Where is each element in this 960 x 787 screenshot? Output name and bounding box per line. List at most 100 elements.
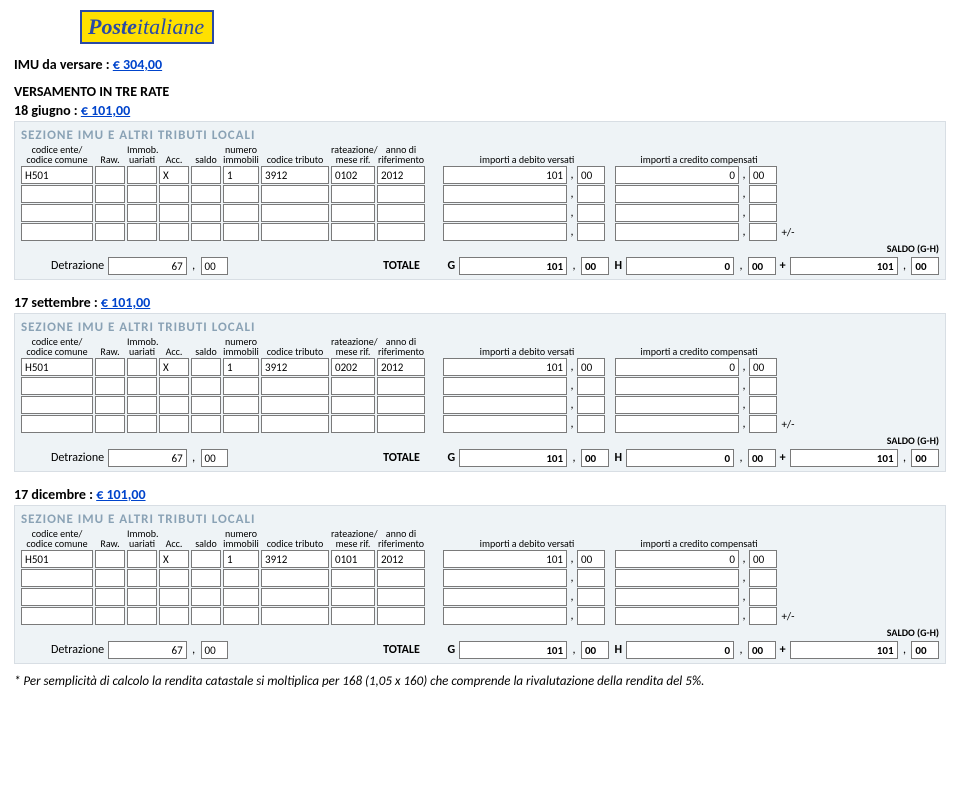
cell xyxy=(127,166,157,184)
cell xyxy=(749,396,777,414)
cell: 0 xyxy=(615,358,739,376)
cell xyxy=(191,607,221,625)
cell xyxy=(261,415,329,433)
cell xyxy=(615,377,739,395)
cell xyxy=(127,223,157,241)
cell xyxy=(377,185,425,203)
cell xyxy=(191,377,221,395)
cell: X xyxy=(159,358,189,376)
table-row: ,, xyxy=(21,396,939,414)
cell xyxy=(261,377,329,395)
cell xyxy=(443,607,567,625)
cell xyxy=(443,588,567,606)
date-line: 18 giugno : € 101,00 xyxy=(14,102,946,119)
tax-section: SEZIONE IMU E ALTRI TRIBUTI LOCALIcodice… xyxy=(14,313,946,472)
cell xyxy=(615,223,739,241)
section-title: SEZIONE IMU E ALTRI TRIBUTI LOCALI xyxy=(21,318,939,337)
totals-row: Detrazione67,00TOTALEG101,00H0,00+101,00 xyxy=(21,449,939,467)
cell xyxy=(261,185,329,203)
cell xyxy=(223,607,259,625)
cell: 00 xyxy=(749,166,777,184)
cell: H501 xyxy=(21,358,93,376)
cell xyxy=(223,377,259,395)
logo: Posteitaliane xyxy=(80,10,214,44)
cell xyxy=(95,223,125,241)
cell xyxy=(21,607,93,625)
column-headers: codice ente/ codice comuneRaw.Immob. uar… xyxy=(21,337,939,357)
cell: 2012 xyxy=(377,166,425,184)
cell xyxy=(615,607,739,625)
cell xyxy=(127,588,157,606)
cell xyxy=(443,185,567,203)
cell xyxy=(127,377,157,395)
cell: 0202 xyxy=(331,358,375,376)
cell xyxy=(261,569,329,587)
cell xyxy=(443,415,567,433)
cell xyxy=(261,223,329,241)
date-line: 17 settembre : € 101,00 xyxy=(14,294,946,311)
cell xyxy=(577,569,605,587)
cell xyxy=(749,223,777,241)
table-row: ,, xyxy=(21,588,939,606)
table-row: ,, xyxy=(21,569,939,587)
cell xyxy=(377,396,425,414)
cell: 1 xyxy=(223,358,259,376)
cell xyxy=(191,223,221,241)
cell: X xyxy=(159,166,189,184)
cell xyxy=(21,396,93,414)
cell: X xyxy=(159,550,189,568)
cell xyxy=(159,396,189,414)
cell: 0102 xyxy=(331,166,375,184)
table-row: H501X1391202022012101,000,00 xyxy=(21,358,939,376)
cell: 0 xyxy=(615,166,739,184)
table-row: ,,+/- xyxy=(21,607,939,625)
cell xyxy=(95,550,125,568)
cell: 3912 xyxy=(261,166,329,184)
saldo-label: SALDO (G-H) xyxy=(887,242,939,255)
cell xyxy=(223,569,259,587)
cell xyxy=(615,569,739,587)
cell xyxy=(577,396,605,414)
cell xyxy=(95,607,125,625)
cell xyxy=(749,415,777,433)
cell xyxy=(127,185,157,203)
cell xyxy=(95,396,125,414)
tax-section: SEZIONE IMU E ALTRI TRIBUTI LOCALIcodice… xyxy=(14,121,946,280)
cell xyxy=(615,415,739,433)
cell xyxy=(191,396,221,414)
cell xyxy=(127,607,157,625)
cell xyxy=(261,204,329,222)
cell: 3912 xyxy=(261,358,329,376)
cell xyxy=(159,415,189,433)
cell xyxy=(159,223,189,241)
cell xyxy=(331,588,375,606)
cell xyxy=(331,396,375,414)
cell xyxy=(159,607,189,625)
section-title: SEZIONE IMU E ALTRI TRIBUTI LOCALI xyxy=(21,126,939,145)
cell xyxy=(159,569,189,587)
cell xyxy=(159,588,189,606)
headline-pre: IMU da versare : xyxy=(14,56,113,73)
cell xyxy=(223,185,259,203)
totals-row: Detrazione67,00TOTALEG101,00H0,00+101,00 xyxy=(21,641,939,659)
column-headers: codice ente/ codice comuneRaw.Immob. uar… xyxy=(21,529,939,549)
cell: 101 xyxy=(443,358,567,376)
cell xyxy=(615,588,739,606)
cell xyxy=(159,204,189,222)
cell xyxy=(223,396,259,414)
saldo-label: SALDO (G-H) xyxy=(887,434,939,447)
cell xyxy=(223,223,259,241)
cell xyxy=(331,415,375,433)
cell: 101 xyxy=(443,166,567,184)
column-headers: codice ente/ codice comuneRaw.Immob. uar… xyxy=(21,145,939,165)
cell xyxy=(191,415,221,433)
logo-italiane: italiane xyxy=(137,14,204,39)
cell: 00 xyxy=(749,358,777,376)
cell xyxy=(443,223,567,241)
cell xyxy=(95,204,125,222)
cell xyxy=(191,166,221,184)
cell xyxy=(191,588,221,606)
cell xyxy=(577,204,605,222)
cell xyxy=(377,204,425,222)
cell xyxy=(191,185,221,203)
